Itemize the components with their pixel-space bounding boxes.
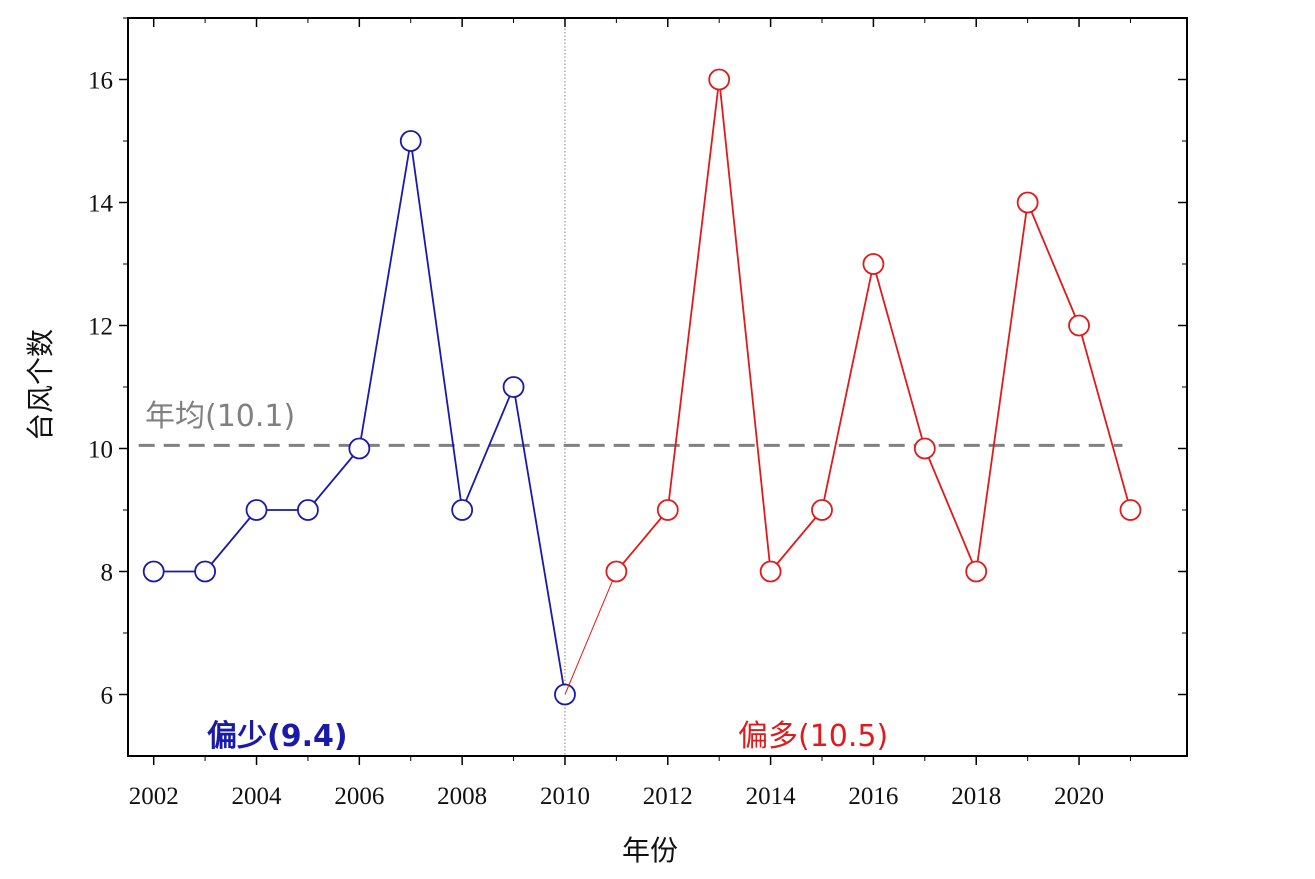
series-red-segment	[872, 263, 926, 449]
data-point-2005	[297, 499, 319, 521]
x-axis-title: 年份	[622, 834, 678, 867]
y-tick-label: 10	[88, 437, 113, 464]
series-red-segment	[975, 202, 1029, 572]
series-red-segment	[1078, 325, 1132, 511]
x-tick-label: 2010	[540, 783, 590, 810]
data-point-2009	[502, 376, 525, 398]
series-red-segment	[1026, 202, 1080, 326]
data-point-2018	[965, 560, 988, 583]
data-point-2008	[451, 499, 474, 521]
series-blue-segment	[358, 140, 412, 449]
series-blue-segment	[461, 386, 515, 511]
series-blue-segment	[512, 386, 566, 695]
data-point-2002	[142, 560, 165, 583]
reference-lines	[138, 18, 1123, 756]
x-tick-label: 2012	[643, 783, 693, 810]
y-tick-label: 14	[88, 191, 114, 218]
x-tick-label: 2002	[129, 783, 179, 810]
x-tick-label: 2004	[232, 783, 283, 810]
ticks-layer: 2002 2004 2006 2008 2010 2012 2014 2016 2018 2020…	[88, 17, 1187, 810]
y-tick-label: 6	[101, 683, 114, 710]
series-red-segment	[821, 263, 875, 511]
data-point-2017	[913, 437, 936, 460]
x-tick-label: 2020	[1054, 783, 1104, 810]
series-red-segment	[718, 79, 772, 572]
series-red-segment	[564, 571, 617, 695]
x-tick-label: 2008	[437, 783, 487, 810]
data-point-2004	[245, 499, 268, 521]
data-point-2011	[605, 560, 628, 583]
x-tick-label: 2014	[746, 783, 797, 810]
data-point-2015	[811, 499, 833, 521]
x-tick-label: 2018	[951, 783, 1001, 810]
data-point-2003	[194, 560, 217, 583]
data-point-2014	[759, 560, 782, 583]
series-red-segment	[923, 448, 978, 572]
series-blue-segment	[409, 140, 464, 511]
data-point-2016	[862, 253, 885, 275]
data-point-2012	[656, 499, 679, 521]
above-average-annotation: 偏多(10.5)	[738, 719, 888, 754]
series-red-segment	[615, 509, 669, 573]
y-tick-label: 8	[101, 560, 114, 587]
series-blue-segment	[204, 509, 258, 573]
below-average-annotation: 偏少(9.4)	[207, 719, 348, 754]
x-tick-label: 2006	[334, 783, 384, 810]
data-point-2019	[1016, 191, 1039, 214]
y-tick-label: 16	[88, 68, 113, 95]
data-point-2007	[399, 130, 422, 152]
series-layer	[142, 68, 1142, 706]
y-tick-label: 12	[88, 314, 113, 341]
x-tick-label: 2016	[848, 783, 898, 810]
average-label: 年均(10.1)	[145, 399, 295, 434]
data-point-2006	[348, 437, 371, 460]
plot-frame	[127, 17, 1188, 757]
data-point-2020	[1068, 314, 1090, 337]
series-red-segment	[769, 509, 823, 573]
y-axis-title: 台风个数	[24, 329, 57, 441]
data-point-2013	[708, 68, 731, 91]
series-blue-segment	[307, 447, 361, 511]
series-red-segment	[666, 79, 721, 511]
data-point-2021	[1119, 499, 1142, 521]
